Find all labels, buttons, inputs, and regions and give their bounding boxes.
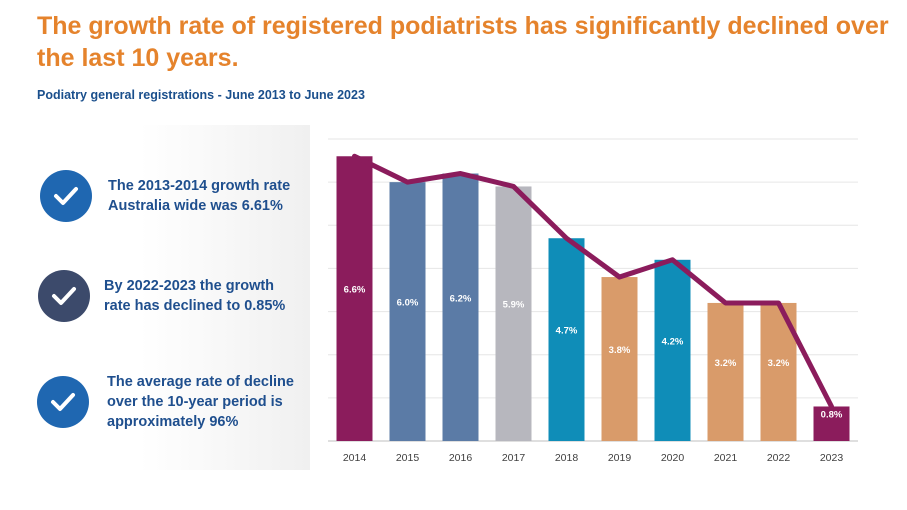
- trend-line: [352, 153, 834, 409]
- chart-subtitle: Podiatry general registrations - June 20…: [37, 88, 365, 102]
- bar: [442, 173, 479, 441]
- bar: [707, 302, 744, 441]
- bar: [813, 406, 850, 441]
- data-label: 4.2%: [662, 336, 684, 347]
- x-tick-label: 2016: [449, 452, 473, 464]
- x-tick-label: 2020: [661, 452, 685, 464]
- x-tick-label: 2021: [714, 452, 738, 464]
- x-tick-label: 2014: [343, 452, 367, 464]
- x-tick-label: 2018: [555, 452, 579, 464]
- bar: [654, 259, 691, 441]
- callout-text: The 2013-2014 growth rate Australia wide…: [108, 178, 291, 214]
- callout-average-decline: The average rate of decline over the 10-…: [37, 372, 317, 432]
- data-label: 0.8%: [821, 410, 843, 421]
- bar: [601, 277, 638, 441]
- callout-growth-2023: By 2022-2023 the growth rate has decline…: [38, 270, 304, 322]
- data-label: 3.2%: [715, 358, 737, 369]
- data-label: 3.2%: [768, 358, 790, 369]
- data-label: 6.6%: [344, 285, 366, 296]
- callout-growth-2014: The 2013-2014 growth rate Australia wide…: [40, 170, 308, 222]
- bar: [336, 156, 373, 441]
- x-tick-label: 2015: [396, 452, 420, 464]
- bar: [548, 238, 585, 441]
- data-label: 4.7%: [556, 326, 578, 337]
- page-title: The growth rate of registered podiatrist…: [37, 12, 889, 72]
- data-label: 3.8%: [609, 345, 631, 356]
- checkmark-icon: [40, 170, 92, 222]
- bar: [389, 182, 426, 441]
- data-label: 5.9%: [503, 300, 525, 311]
- bar: [495, 186, 532, 441]
- x-tick-label: 2017: [502, 452, 526, 464]
- checkmark-icon: [37, 376, 89, 428]
- data-label: 6.0%: [397, 298, 419, 309]
- callout-text: The average rate of decline over the 10-…: [107, 374, 294, 430]
- x-tick-label: 2023: [820, 452, 844, 464]
- x-tick-label: 2022: [767, 452, 791, 464]
- checkmark-icon: [38, 270, 90, 322]
- callout-text: By 2022-2023 the growth rate has decline…: [104, 278, 286, 314]
- data-label: 6.2%: [450, 293, 472, 304]
- x-tick-label: 2019: [608, 452, 632, 464]
